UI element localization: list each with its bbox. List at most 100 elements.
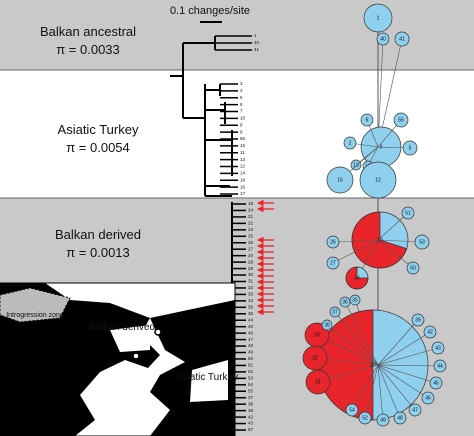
group-name: Asiatic Turkey xyxy=(58,122,139,137)
haplotype xyxy=(393,411,407,425)
haplotype xyxy=(302,345,328,371)
haplotype xyxy=(414,234,430,250)
haplotype-label: 40 xyxy=(380,36,386,42)
arrow-head xyxy=(256,260,264,268)
edge xyxy=(332,239,379,264)
tip-label: 47 xyxy=(248,337,254,342)
tip-label: 9 xyxy=(240,129,243,134)
haplotype-label: 16 xyxy=(337,177,343,183)
edge xyxy=(377,364,416,411)
tip-label: 3 xyxy=(240,81,243,86)
haplotype xyxy=(421,391,435,405)
tip-label: 17 xyxy=(240,191,246,196)
tip-label: 30 xyxy=(248,272,254,277)
haplotype-label: 42 xyxy=(427,329,433,335)
tip-label: 10 xyxy=(240,116,246,121)
haplotype-label: 54 xyxy=(349,407,355,413)
haplotype-label: 2 xyxy=(349,140,352,146)
haplotype xyxy=(411,313,425,327)
haplotype-label: 39 xyxy=(415,317,421,323)
haplotype xyxy=(339,296,351,308)
edge xyxy=(377,364,441,367)
tip-label: 42 xyxy=(248,414,254,419)
haplotype xyxy=(343,136,357,150)
edge xyxy=(377,364,429,399)
tip-label: 20 xyxy=(248,253,254,258)
tip-label: 15 xyxy=(240,143,246,148)
tip-label: 33 xyxy=(248,292,254,297)
haplotype xyxy=(376,413,390,427)
haplotype xyxy=(394,31,410,47)
tip-label: 2 xyxy=(240,88,243,93)
haplotype-label: 37 xyxy=(332,309,338,315)
tip-label: 24 xyxy=(248,208,254,213)
edge xyxy=(377,347,439,366)
tip-label: 14 xyxy=(240,171,246,176)
edge xyxy=(377,331,431,366)
haplotype-label: 48 xyxy=(397,415,403,421)
haplotype xyxy=(326,256,340,270)
haplotype xyxy=(326,235,340,249)
haplotype-label: 34 xyxy=(354,275,360,281)
tip-label: 36 xyxy=(248,311,254,316)
group-pi: π = 0.0033 xyxy=(56,42,120,57)
map: Introgression zone Balkan derived Asiati… xyxy=(0,282,238,436)
haplotype-label: 5 xyxy=(409,145,412,151)
tip-label: 43 xyxy=(248,421,254,426)
haplotype xyxy=(363,3,393,33)
haplotype-label: 32 xyxy=(312,355,318,361)
tip-label: 49 xyxy=(248,350,254,355)
tip-label: 38 xyxy=(248,401,254,406)
edge xyxy=(344,301,379,366)
edge xyxy=(377,319,419,366)
haplotype xyxy=(321,319,333,331)
haplotype-label: 50 xyxy=(410,265,416,271)
haplotype-label: 27 xyxy=(330,260,336,266)
haplotype xyxy=(359,161,397,199)
haplotype xyxy=(345,403,359,417)
haplotype xyxy=(326,166,354,194)
tip-label: 48 xyxy=(248,343,254,348)
tip-label: 51 xyxy=(248,363,254,368)
group-name: Balkan ancestral xyxy=(40,24,136,39)
haplotype xyxy=(402,140,418,156)
tip-label: 52 xyxy=(248,369,254,374)
haplotype-label: 31 xyxy=(315,379,321,385)
tip-label: 13 xyxy=(240,157,246,162)
haplotype-label: 20 xyxy=(370,362,376,368)
haplotype xyxy=(401,206,415,220)
edge xyxy=(377,364,384,421)
tip-label: 25 xyxy=(248,233,254,238)
group-name: Balkan derived xyxy=(55,227,141,242)
group-pi: π = 0.0013 xyxy=(66,245,130,260)
tip-label: 34 xyxy=(248,298,254,303)
arrow-head xyxy=(256,302,264,310)
arrow-head xyxy=(256,308,264,316)
tip-label: 32 xyxy=(248,285,254,290)
tip-label: 16 xyxy=(240,184,246,189)
haplotype xyxy=(431,341,445,355)
arrow-head xyxy=(256,290,264,298)
tip-label: 44 xyxy=(248,317,254,322)
band xyxy=(0,0,474,70)
arrow-head xyxy=(256,242,264,250)
tip-label: 29 xyxy=(248,266,254,271)
haplotype-label: 13 xyxy=(353,162,359,168)
scale-label: 0.1 changes/site xyxy=(170,5,250,17)
haplotype-label: 56 xyxy=(398,117,404,123)
haplotype xyxy=(433,359,447,373)
haplotype xyxy=(429,376,443,390)
tip-label: 46 xyxy=(248,330,254,335)
tip-label: 6 xyxy=(240,102,243,107)
tip-label: 50 xyxy=(248,356,254,361)
haplotype-label: 52 xyxy=(362,415,368,421)
tip-label: 41 xyxy=(254,47,260,52)
arrow-head xyxy=(256,236,264,244)
tip-label: 19 xyxy=(248,201,254,206)
haplotype xyxy=(423,325,437,339)
haplotype-label: 33 xyxy=(314,332,320,338)
haplotype-label: 49 xyxy=(380,417,386,423)
edge xyxy=(377,364,437,384)
tip-label: 5 xyxy=(240,95,243,100)
tip-label: 18 xyxy=(240,177,246,182)
